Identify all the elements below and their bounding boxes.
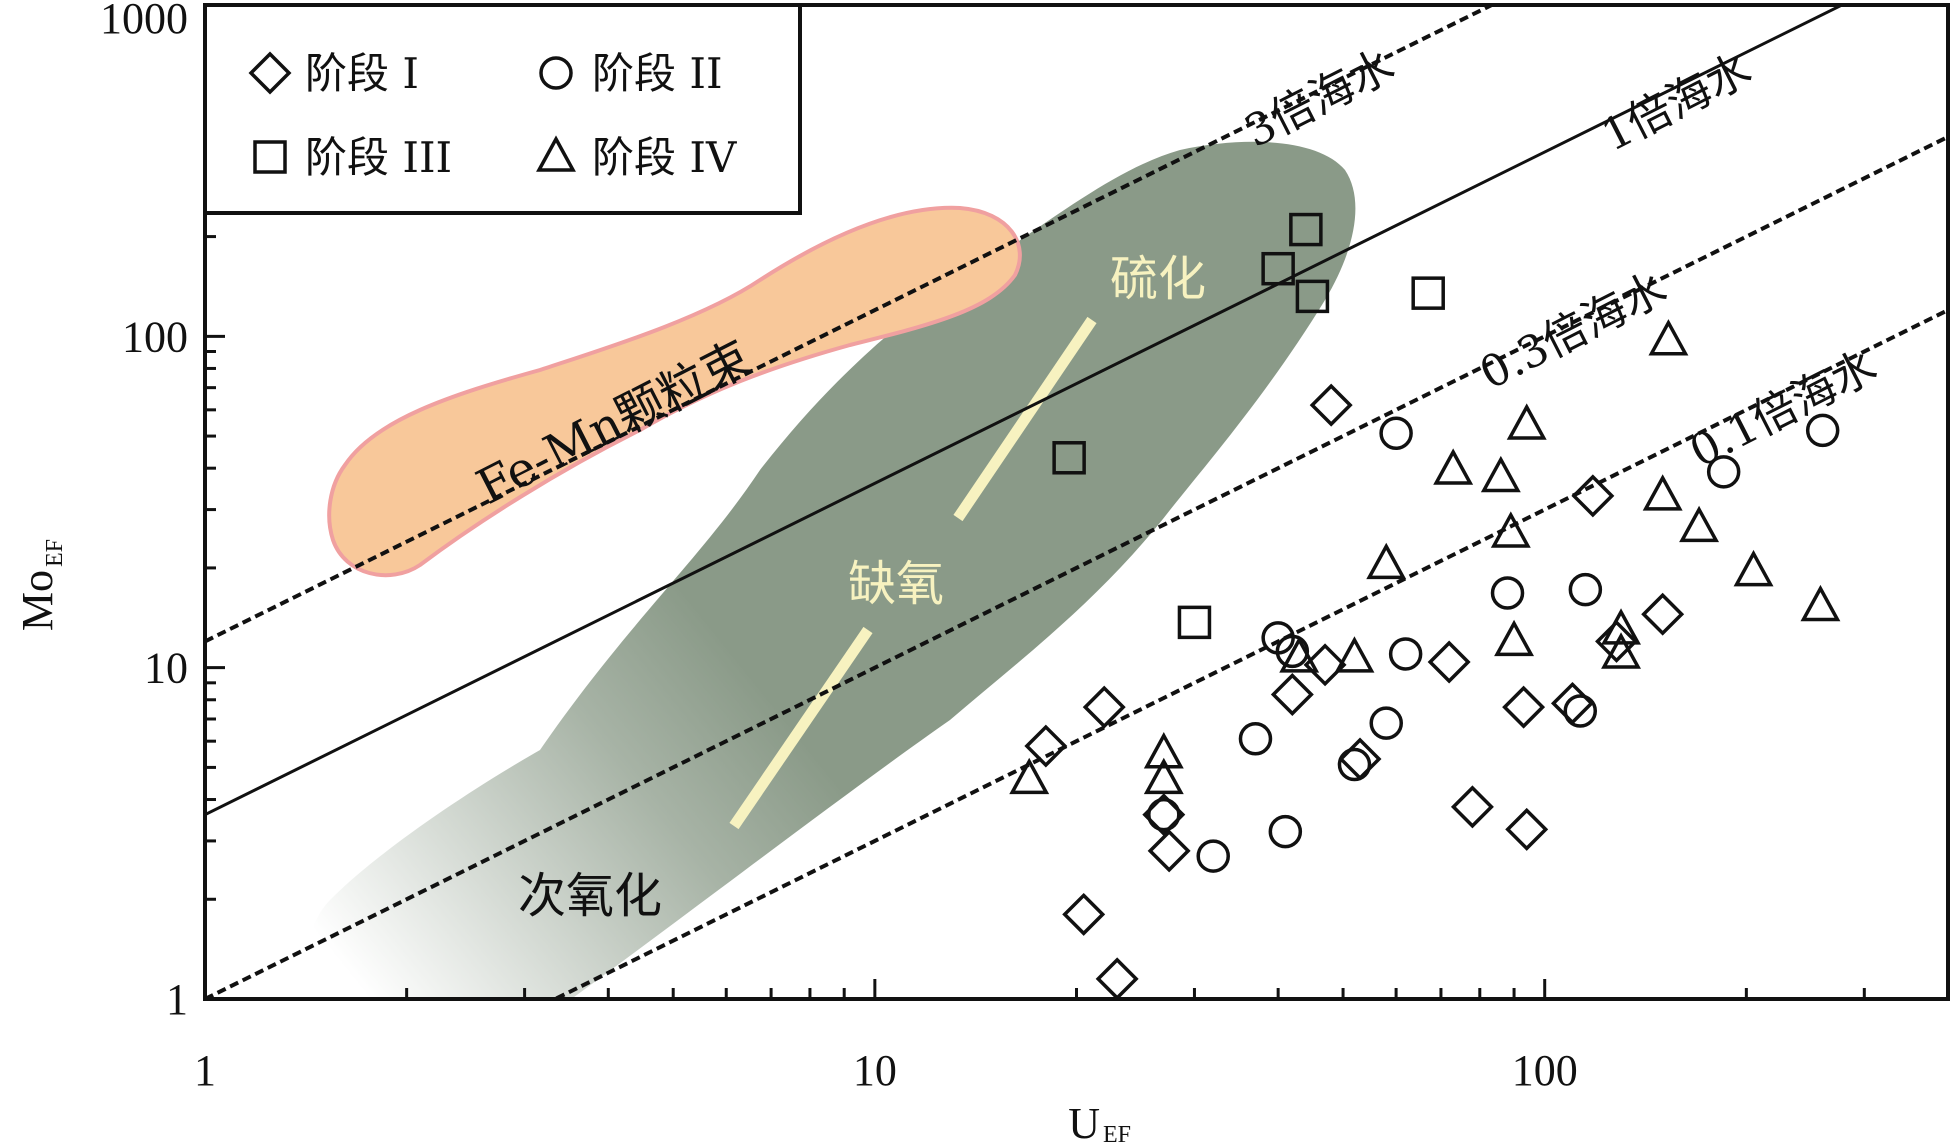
legend-marker-circle (539, 56, 573, 90)
data-point-triangle-stage-4 (1679, 505, 1720, 543)
data-point-circle-stage-2 (1147, 797, 1181, 832)
y-axis-title: Mo (13, 570, 62, 631)
legend-marker-triangle (536, 135, 576, 172)
data-point-triangle-stage-4 (1009, 757, 1050, 795)
data-point-triangle-stage-4 (1648, 319, 1689, 356)
region-label-suboxic: 次氧化 (518, 868, 662, 924)
legend-marker-square (253, 140, 287, 174)
reference-line-1 (205, 5, 1846, 817)
data-point-diamond-stage-1 (1427, 640, 1471, 684)
data-point-diamond-stage-1 (1270, 673, 1314, 716)
data-point-circle-stage-2 (1706, 455, 1741, 489)
data-point-circle-stage-2 (1379, 416, 1413, 450)
data-point-diamond-stage-1 (1450, 785, 1494, 829)
data-point-square-stage-3 (1289, 212, 1323, 247)
ref-label-3x: 3倍海水 (1237, 40, 1403, 158)
data-point-square-stage-3 (1295, 279, 1330, 314)
data-point-circle-stage-2 (1563, 694, 1598, 728)
data-point-diamond-stage-1 (1595, 619, 1638, 663)
y-tick-label: 1 (166, 975, 188, 1024)
legend-label-stage-4: 阶段 IV (592, 133, 737, 182)
y-tick-label: 10 (144, 644, 188, 693)
data-point-circle-stage-2 (1268, 814, 1303, 849)
data-point-diamond-stage-1 (1571, 474, 1615, 518)
reference-line-3 (550, 308, 1949, 999)
data-point-triangle-stage-4 (1366, 542, 1407, 580)
data-point-diamond-stage-1 (1062, 892, 1106, 936)
data-point-square-stage-3 (1052, 441, 1086, 475)
legend-marker-diamond (248, 51, 292, 95)
data-point-square-stage-3 (1177, 605, 1212, 640)
x-axis-title: U (1068, 1099, 1100, 1145)
ref-label-0-3x: 0.3倍海水 (1472, 263, 1675, 400)
legend-label-stage-2: 阶段 II (592, 49, 723, 98)
legend: 阶段 I 阶段 II 阶段 III 阶段 IV (203, 3, 802, 215)
y-axis-title-subscript: EF (42, 539, 68, 567)
data-point-triangle-stage-4 (1800, 584, 1841, 622)
data-point-triangle-stage-4 (1279, 636, 1320, 673)
data-point-triangle-stage-4 (1480, 455, 1521, 493)
data-point-diamond-stage-1 (1550, 681, 1594, 725)
legend-label-stage-3: 阶段 III (305, 133, 452, 182)
x-tick-label: 10 (853, 1046, 897, 1095)
data-point-triangle-stage-4 (1642, 474, 1683, 511)
region-label-anoxic: 缺氧 (848, 556, 944, 612)
data-point-circle-stage-2 (1805, 413, 1840, 448)
data-point-triangle-stage-4 (1143, 757, 1184, 795)
data-point-diamond-stage-1 (1303, 643, 1347, 687)
data-point-square-stage-3 (1261, 251, 1295, 286)
data-point-circle-stage-2 (1490, 576, 1525, 610)
data-point-triangle-stage-4 (1433, 448, 1474, 485)
fe-mn-shuttle-region-shape (327, 205, 1022, 578)
data-point-diamond-stage-1 (1082, 685, 1126, 729)
data-point-diamond-stage-1 (1095, 957, 1139, 1001)
data-point-square-stage-3 (1411, 276, 1445, 310)
data-point-diamond-stage-1 (1505, 807, 1549, 851)
data-point-triangle-stage-4 (1494, 619, 1535, 657)
trend-bar-anoxic (729, 626, 873, 830)
data-point-diamond-stage-1 (1641, 592, 1685, 636)
data-point-circle-stage-2 (1388, 637, 1423, 671)
data-point-circle-stage-2 (1196, 839, 1230, 873)
reference-line-0 (205, 5, 1497, 644)
ref-label-0-1x: 0.1倍海水 (1682, 341, 1885, 478)
legend-box (203, 3, 802, 215)
data-point-circle-stage-2 (1369, 706, 1403, 740)
y-tick-label: 1000 (100, 0, 188, 43)
data-point-diamond-stage-1 (1502, 685, 1546, 729)
data-point-diamond-stage-1 (1338, 737, 1382, 781)
data-point-circle-stage-2 (1238, 722, 1273, 756)
region-label-euxinic: 硫化 (1110, 251, 1206, 307)
data-point-triangle-stage-4 (1733, 549, 1774, 587)
y-tick-label: 100 (122, 312, 188, 361)
data-point-circle-stage-2 (1337, 747, 1372, 782)
reference-line-2 (205, 135, 1949, 999)
x-axis-title-subscript: EF (1103, 1122, 1131, 1145)
x-tick-label: 100 (1512, 1046, 1578, 1095)
data-point-triangle-stage-4 (1334, 636, 1375, 673)
x-tick-label: 1 (194, 1046, 216, 1095)
data-point-triangle-stage-4 (1506, 403, 1547, 440)
ref-label-1x: 1倍海水 (1594, 44, 1760, 162)
data-point-triangle-stage-4 (1601, 632, 1641, 669)
data-point-diamond-stage-1 (1309, 383, 1353, 427)
data-point-diamond-stage-1 (1024, 724, 1068, 768)
data-point-triangle-stage-4 (1490, 511, 1531, 548)
data-point-triangle-stage-4 (1143, 732, 1184, 769)
trend-bar-euxinic (953, 316, 1097, 522)
data-point-circle-stage-2 (1568, 572, 1603, 607)
redox-region-shape (300, 141, 1356, 999)
legend-label-stage-1: 阶段 I (305, 49, 419, 98)
data-point-triangle-stage-4 (1601, 608, 1641, 645)
data-point-diamond-stage-1 (1147, 829, 1191, 873)
